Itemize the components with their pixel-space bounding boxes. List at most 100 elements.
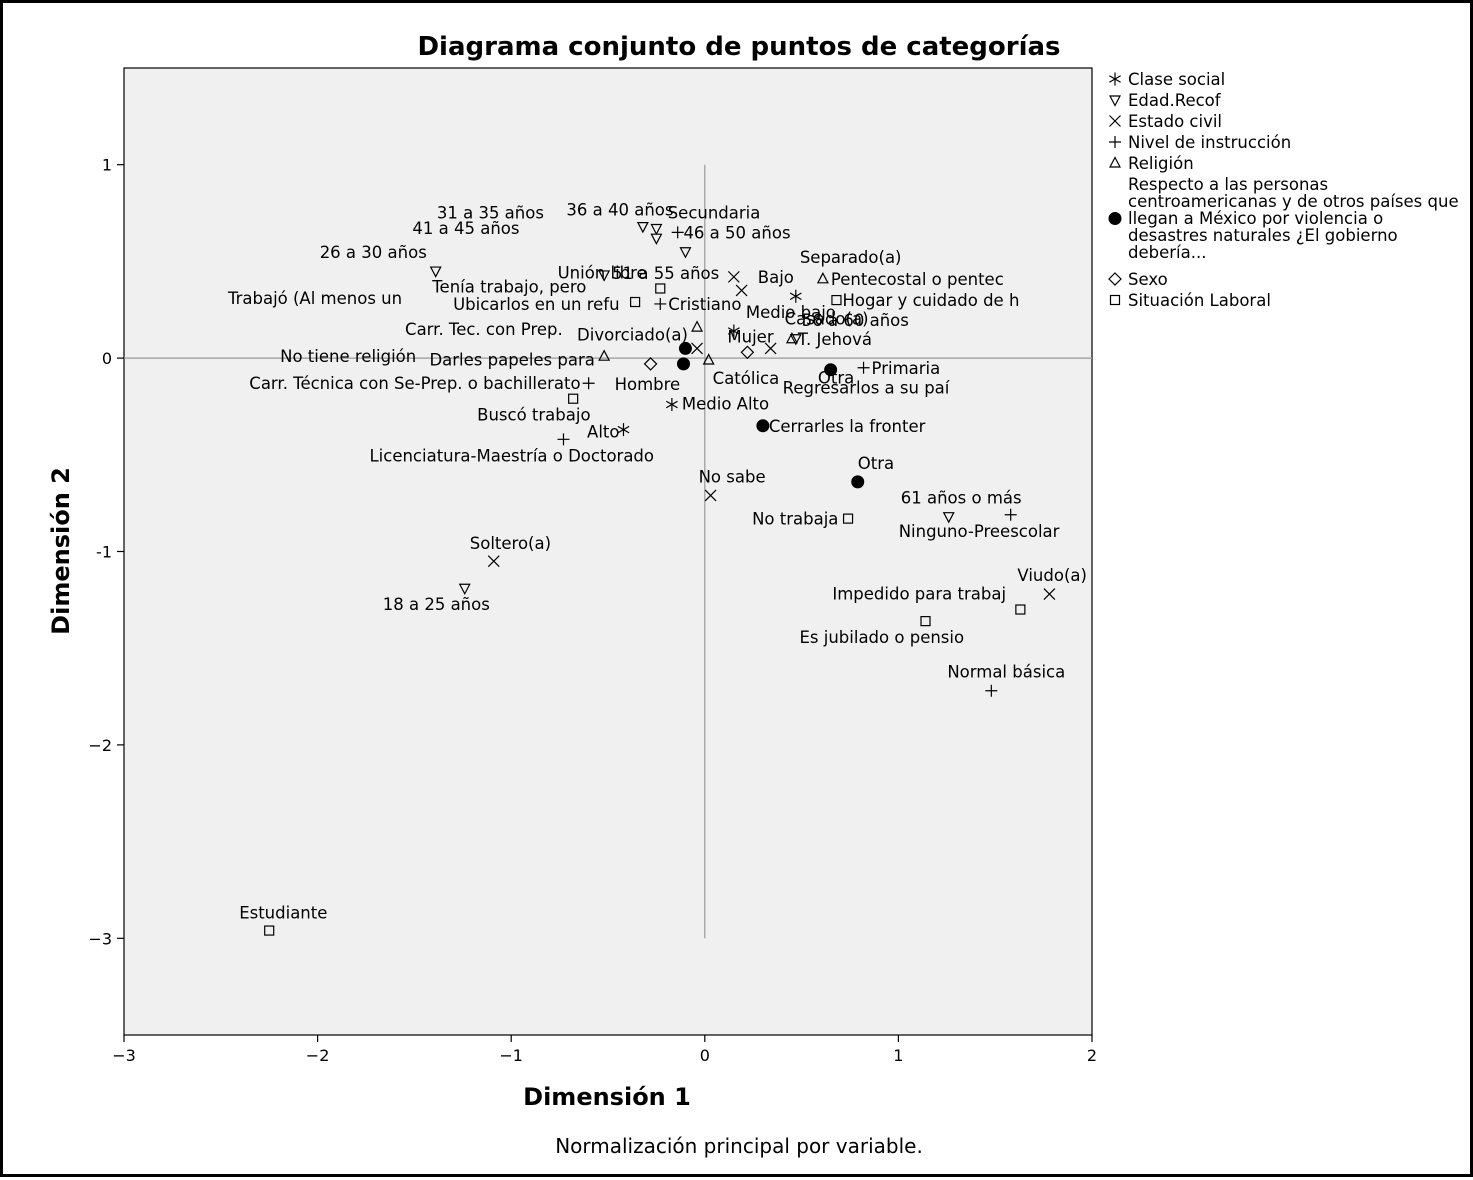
- x-tick-label: −3: [112, 1046, 136, 1065]
- data-point-triangle-up: [691, 320, 704, 332]
- data-point-x: [764, 342, 777, 355]
- data-point-circle: [851, 475, 865, 489]
- y-tick-label: −2: [88, 736, 112, 755]
- point-label: Medio bajo: [746, 303, 836, 322]
- legend-marker: [1109, 294, 1121, 306]
- point-label: No tiene religión: [280, 347, 416, 366]
- legend-entry-line: Respecto a las personas: [1128, 175, 1328, 194]
- legend-entry: Edad.Recof: [1128, 91, 1222, 110]
- legend: Clase social Edad.Recof Estado civil Nivel …: [1108, 70, 1459, 310]
- data-point-x: [1043, 588, 1056, 600]
- data-point-square: [920, 616, 931, 627]
- data-point-triangle-up: [598, 349, 611, 361]
- point-label: Mujer: [727, 327, 773, 346]
- data-point-triangle-up: [785, 331, 798, 344]
- point-label: Cristiano: [668, 295, 741, 314]
- legend-marker: [1109, 136, 1121, 148]
- data-point-x: [735, 284, 748, 297]
- data-point-x: [727, 270, 740, 283]
- point-label: Estudiante: [239, 904, 327, 923]
- data-point-triangle-down: [789, 334, 802, 346]
- data-point-x: [691, 342, 703, 355]
- point-label: Hombre: [615, 375, 681, 394]
- point-label: Normal básica: [947, 663, 1065, 682]
- legend-entry-line: llegan a México por violencia o: [1128, 209, 1383, 228]
- point-label: 41 a 45 años: [412, 219, 519, 238]
- point-label: 56 a 60 años: [802, 311, 909, 330]
- data-point-plus: [654, 297, 667, 310]
- data-point-square: [568, 393, 579, 404]
- x-tick-label: 0: [700, 1046, 710, 1065]
- legend-marker: [1108, 272, 1122, 286]
- point-label: Otra: [818, 369, 854, 388]
- point-label: Viudo(a): [1017, 566, 1087, 585]
- legend-entry-line: Situación Laboral: [1128, 291, 1271, 310]
- point-label: Alto: [587, 423, 619, 442]
- data-point-triangle-down: [942, 512, 955, 524]
- data-point-plus: [557, 433, 570, 446]
- data-point-triangle-down: [650, 233, 663, 245]
- legend-entry: Estado civil: [1128, 112, 1222, 131]
- legend-marker: [1108, 212, 1122, 225]
- x-axis: −3 −2 −1 0 1 2: [112, 1035, 1097, 1065]
- point-label: Tenía trabajo, pero: [431, 277, 586, 296]
- point-label: Ubicarlos en un refu: [453, 295, 619, 314]
- plot-area: [123, 67, 1093, 1036]
- data-point-square: [831, 294, 842, 306]
- point-label: Es jubilado o pensio: [800, 628, 965, 647]
- point-label: Bajo: [758, 268, 794, 287]
- legend-entry: Situación Laboral: [1128, 291, 1271, 310]
- data-point-plus: [582, 377, 595, 390]
- point-label: Carr. Técnica con Se-Prep. o bachillerat…: [249, 374, 580, 393]
- y-tick-label: 1: [102, 156, 112, 175]
- y-axis-title: Dimensión 2: [47, 467, 75, 635]
- data-point-triangle-down: [679, 247, 692, 259]
- data-point-circle: [824, 363, 838, 377]
- legend-entry-line: Nivel de instrucción: [1128, 133, 1291, 152]
- point-label: Soltero(a): [470, 534, 551, 553]
- point-label: No trabaja: [752, 510, 838, 529]
- point-label: 31 a 35 años: [437, 204, 544, 223]
- data-point-plus: [671, 226, 684, 239]
- point-label: Pentecostal o pentec: [831, 270, 1004, 289]
- point-label: Primaria: [872, 359, 941, 378]
- x-tick-label: 1: [893, 1046, 903, 1065]
- point-label: Licenciatura-Maestría o Doctorado: [369, 446, 654, 465]
- point-labels-layer: Bajo Medio bajo Medio Alto Alto 18 a 25 años…: [227, 201, 1087, 923]
- legend-entry-line: Clase social: [1128, 70, 1225, 89]
- point-label: Trabajó (Al menos un: [227, 289, 402, 308]
- data-point-x: [487, 555, 500, 568]
- point-label: Católica: [713, 369, 780, 388]
- data-point-star: [617, 423, 630, 437]
- point-label: 46 a 50 años: [683, 224, 790, 243]
- point-label: 36 a 40 años: [566, 201, 673, 220]
- point-label: 61 años o más: [901, 489, 1022, 508]
- legend-entry-line: centroamericanas y de otros países que: [1128, 192, 1459, 211]
- point-label: Otra: [858, 454, 894, 473]
- data-point-square: [1015, 604, 1026, 615]
- point-label: No sabe: [699, 467, 766, 486]
- point-label: Regresarlos a su paí: [783, 379, 951, 398]
- data-point-square: [630, 296, 641, 308]
- data-point-plus: [985, 684, 998, 697]
- legend-entry: Clase social: [1128, 70, 1225, 89]
- data-point-square: [655, 283, 666, 294]
- data-point-x: [704, 489, 717, 502]
- x-tick-label: 2: [1087, 1046, 1097, 1065]
- point-label: Medio Alto: [682, 395, 769, 414]
- legend-entry: Nivel de instrucción: [1128, 133, 1291, 152]
- data-point-diamond: [643, 357, 658, 371]
- data-point-triangle-up: [816, 272, 829, 284]
- x-tick-label: −1: [499, 1046, 523, 1065]
- legend-entry: Respecto a las personas centroamericanas …: [1128, 175, 1459, 262]
- point-label: Buscó trabajo: [477, 406, 590, 425]
- legend-entry: Religión: [1128, 154, 1194, 173]
- point-label: 18 a 25 años: [383, 595, 490, 614]
- data-point-diamond: [740, 345, 755, 360]
- data-point-triangle-down: [429, 266, 442, 278]
- chart-svg: Diagrama conjunto de puntos de categoría…: [47, 32, 1459, 1158]
- point-label: Darles papeles para: [429, 350, 594, 369]
- legend-marker: [1109, 115, 1121, 127]
- data-point-star: [789, 289, 802, 303]
